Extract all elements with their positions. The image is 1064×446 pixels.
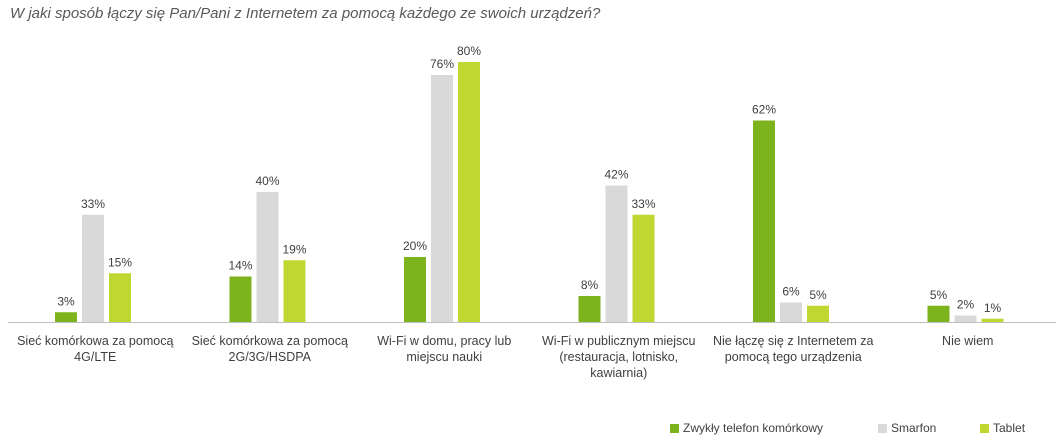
category-label-2-line-1: Sieć komórkowa za pomocą bbox=[192, 334, 348, 348]
data-label-smarfon-6: 2% bbox=[957, 298, 975, 312]
legend-item-tablet: Tablet bbox=[980, 421, 1025, 435]
bar-smarfon-4 bbox=[605, 185, 628, 322]
category-label-5-line-2: pomocą tego urządzenia bbox=[725, 350, 862, 364]
data-label-tablet-1: 15% bbox=[108, 255, 132, 269]
bar-tablet-2 bbox=[283, 260, 306, 322]
data-label-smarfon-2: 40% bbox=[255, 174, 279, 188]
data-label-zwyk-y-telefon-kom-rkowy-4: 8% bbox=[581, 278, 599, 292]
legend-swatch-smarfon bbox=[878, 423, 887, 433]
data-label-tablet-4: 33% bbox=[631, 197, 655, 211]
data-label-zwyk-y-telefon-kom-rkowy-2: 14% bbox=[228, 259, 252, 273]
legend-item-zwyk-y-telefon-kom-rkowy: Zwykły telefon komórkowy bbox=[670, 421, 823, 435]
chart-title: W jaki sposób łączy się Pan/Pani z Inter… bbox=[10, 5, 601, 22]
data-label-smarfon-4: 42% bbox=[604, 168, 628, 182]
bar-zwyk-y-telefon-kom-rkowy-5 bbox=[753, 120, 775, 322]
bar-tablet-3 bbox=[458, 62, 480, 322]
category-label-1-line-2: 4G/LTE bbox=[74, 350, 116, 364]
data-label-smarfon-5: 6% bbox=[782, 285, 800, 299]
category-label-1-line-1: Sieć komórkowa za pomocą bbox=[17, 334, 173, 348]
legend-label-zwyk-y-telefon-kom-rkowy: Zwykły telefon komórkowy bbox=[683, 421, 824, 435]
legend-label-smarfon: Smarfon bbox=[891, 421, 937, 435]
data-label-tablet-2: 19% bbox=[282, 242, 306, 256]
bar-smarfon-3 bbox=[431, 75, 453, 322]
data-label-tablet-3: 80% bbox=[457, 44, 481, 58]
category-label-4-line-1: Wi-Fi w publicznym miejscu bbox=[542, 334, 696, 348]
bar-tablet-4 bbox=[632, 214, 655, 322]
bar-tablet-5 bbox=[807, 305, 829, 322]
legend-item-smarfon: Smarfon bbox=[878, 421, 936, 435]
data-label-smarfon-3: 76% bbox=[430, 57, 454, 71]
category-label-2-line-2: 2G/3G/HSDPA bbox=[229, 350, 312, 364]
data-label-zwyk-y-telefon-kom-rkowy-1: 3% bbox=[57, 294, 75, 308]
legend-label-tablet: Tablet bbox=[993, 421, 1026, 435]
bar-smarfon-6 bbox=[954, 315, 977, 322]
bar-tablet-6 bbox=[981, 318, 1004, 322]
category-label-3-line-1: Wi-Fi w domu, pracy lub bbox=[377, 334, 511, 348]
legend-swatch-tablet bbox=[980, 423, 989, 433]
legend-swatch-zwyk-y-telefon-kom-rkowy bbox=[670, 423, 679, 433]
category-label-6-line-1: Nie wiem bbox=[942, 334, 993, 348]
bar-smarfon-2 bbox=[256, 192, 279, 322]
data-label-zwyk-y-telefon-kom-rkowy-3: 20% bbox=[403, 239, 427, 253]
bar-tablet-1 bbox=[109, 273, 131, 322]
data-label-zwyk-y-telefon-kom-rkowy-5: 62% bbox=[752, 103, 776, 117]
category-label-4-line-3: kawiarnia) bbox=[590, 366, 647, 380]
data-label-zwyk-y-telefon-kom-rkowy-6: 5% bbox=[930, 288, 948, 302]
category-label-5-line-1: Nie łączę się z Internetem za bbox=[713, 334, 874, 348]
data-label-tablet-6: 1% bbox=[984, 301, 1002, 315]
bar-zwyk-y-telefon-kom-rkowy-1 bbox=[55, 312, 77, 322]
bar-zwyk-y-telefon-kom-rkowy-3 bbox=[404, 257, 426, 322]
category-label-4-line-2: (restauracja, lotnisko, bbox=[559, 350, 678, 364]
bar-zwyk-y-telefon-kom-rkowy-4 bbox=[578, 296, 601, 322]
data-label-smarfon-1: 33% bbox=[81, 197, 105, 211]
category-label-3-line-2: miejscu nauki bbox=[406, 350, 482, 364]
bar-smarfon-5 bbox=[780, 302, 802, 322]
bar-zwyk-y-telefon-kom-rkowy-6 bbox=[927, 305, 950, 322]
bar-zwyk-y-telefon-kom-rkowy-2 bbox=[229, 276, 252, 322]
bar-smarfon-1 bbox=[82, 214, 104, 322]
data-label-tablet-5: 5% bbox=[809, 288, 827, 302]
